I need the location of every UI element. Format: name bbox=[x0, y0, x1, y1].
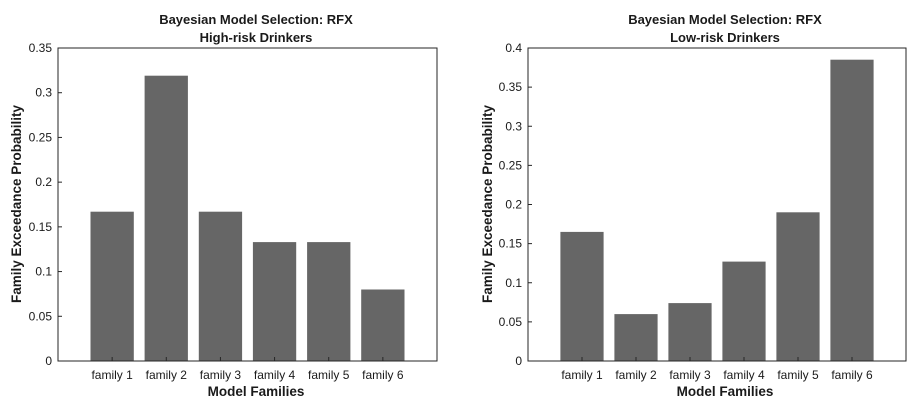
y-axis-label: Family Exceedance Probability bbox=[9, 104, 24, 303]
x-axis-label: Model Families bbox=[208, 384, 305, 399]
bar-1 bbox=[560, 231, 604, 361]
y-tick-label: 0.3 bbox=[35, 86, 52, 100]
chart-low-risk: Bayesian Model Selection: RFX Low-risk D… bbox=[480, 12, 907, 399]
y-tick-label: 0.3 bbox=[505, 119, 522, 133]
y-tick-label: 0.25 bbox=[29, 130, 53, 144]
axes-frame bbox=[57, 47, 438, 362]
y-tick-label: 0.15 bbox=[29, 220, 53, 234]
x-tick-label: family 6 bbox=[362, 368, 404, 382]
x-tick-label: family 2 bbox=[615, 368, 657, 382]
y-tick-label: 0.15 bbox=[499, 237, 523, 251]
bar-group bbox=[90, 75, 405, 361]
x-tick-label: family 4 bbox=[254, 368, 296, 382]
bar-5 bbox=[307, 242, 351, 361]
y-tick-label: 0 bbox=[515, 354, 522, 368]
y-tick-label: 0.1 bbox=[35, 265, 52, 279]
bar-6 bbox=[830, 59, 874, 361]
bar-3 bbox=[198, 211, 243, 361]
bar-6 bbox=[361, 289, 405, 361]
y-tick-label: 0.05 bbox=[499, 315, 523, 329]
y-tick-group: 0 0.05 0.1 0.15 0.2 0.25 0.3 0.35 0.4 bbox=[499, 41, 532, 368]
bar-4 bbox=[252, 242, 297, 361]
chart-subtitle: High-risk Drinkers bbox=[200, 30, 313, 45]
y-axis-label: Family Exceedance Probability bbox=[480, 104, 495, 303]
y-tick-label: 0.35 bbox=[29, 41, 53, 55]
axes-box bbox=[527, 47, 907, 362]
x-tick-group: family 1 family 2 family 3 family 4 family 5… bbox=[561, 357, 873, 382]
x-tick-label: family 5 bbox=[308, 368, 350, 382]
chart-title: Bayesian Model Selection: RFX bbox=[628, 12, 822, 27]
bar-2 bbox=[614, 314, 658, 361]
chart-title: Bayesian Model Selection: RFX bbox=[159, 12, 353, 27]
x-tick-label: family 3 bbox=[200, 368, 242, 382]
chart-high-risk: Bayesian Model Selection: RFX High-risk … bbox=[9, 12, 438, 399]
bar-3 bbox=[668, 303, 712, 361]
x-tick-label: family 1 bbox=[91, 368, 133, 382]
axes-box bbox=[57, 47, 438, 362]
x-tick-label: family 5 bbox=[777, 368, 819, 382]
y-tick-label: 0.2 bbox=[35, 175, 52, 189]
bar-4 bbox=[722, 261, 766, 361]
y-tick-label: 0.25 bbox=[499, 158, 523, 172]
bar-2 bbox=[144, 75, 188, 361]
axes-frame bbox=[527, 47, 907, 362]
x-tick-label: family 3 bbox=[669, 368, 711, 382]
y-tick-label: 0.1 bbox=[505, 276, 522, 290]
y-tick-label: 0.4 bbox=[505, 41, 522, 55]
x-tick-label: family 4 bbox=[723, 368, 765, 382]
bar-1 bbox=[90, 211, 134, 361]
bar-5 bbox=[776, 212, 820, 361]
x-tick-label: family 1 bbox=[561, 368, 603, 382]
y-tick-label: 0.05 bbox=[29, 309, 53, 323]
x-tick-label: family 2 bbox=[146, 368, 188, 382]
x-axis-label: Model Families bbox=[677, 384, 774, 399]
chart-subtitle: Low-risk Drinkers bbox=[670, 30, 780, 45]
bar-group bbox=[560, 59, 874, 361]
y-tick-label: 0 bbox=[45, 354, 52, 368]
y-tick-group: 0 0.05 0.1 0.15 0.2 0.25 0.3 0.35 bbox=[29, 41, 62, 368]
y-tick-label: 0.35 bbox=[499, 80, 523, 94]
x-tick-label: family 6 bbox=[831, 368, 873, 382]
x-tick-group: family 1 family 2 family 3 family 4 family 5… bbox=[91, 357, 404, 382]
y-tick-label: 0.2 bbox=[505, 198, 522, 212]
